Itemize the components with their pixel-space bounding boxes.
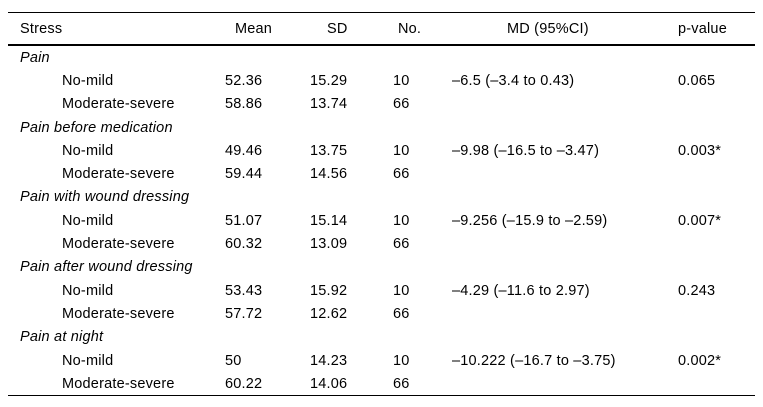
cell-sd: 14.56 — [310, 166, 348, 183]
table-row: Moderate-severe 58.86 13.74 66 — [8, 93, 755, 116]
cell-sd: 14.06 — [310, 375, 348, 392]
cell-pvalue — [677, 162, 755, 185]
table-row: Moderate-severe 60.32 13.09 66 — [8, 232, 755, 255]
cell-pvalue: 0.065 — [678, 72, 716, 89]
cell-sd: 13.75 — [310, 142, 348, 159]
cell-no: 10 — [393, 212, 410, 229]
col-header-stress: Stress — [20, 20, 63, 37]
cell-md: –4.29 (–11.6 to 2.97) — [452, 282, 590, 299]
cell-no: 10 — [393, 352, 410, 369]
cell-mean: 51.07 — [225, 212, 263, 229]
cell-no: 66 — [393, 305, 410, 322]
cell-sd: 13.09 — [310, 236, 348, 253]
cell-sd: 15.92 — [310, 282, 348, 299]
table-header-row: Stress Mean SD No. MD (95%CI) p-value — [8, 13, 755, 45]
cell-stress-label: No-mild — [62, 72, 114, 89]
table-row: No-mild 49.46 13.75 10 –9.98 (–16.5 to –… — [8, 139, 755, 162]
cell-stress-label: No-mild — [62, 352, 114, 369]
table-row: Moderate-severe 57.72 12.62 66 — [8, 302, 755, 325]
cell-no: 66 — [393, 236, 410, 253]
cell-md: –9.256 (–15.9 to –2.59) — [452, 212, 608, 229]
cell-pvalue — [677, 93, 755, 116]
cell-no: 10 — [393, 282, 410, 299]
cell-stress-label: Moderate-severe — [62, 236, 175, 253]
cell-mean: 52.36 — [225, 72, 263, 89]
section-row: Pain after wound dressing — [8, 256, 755, 279]
cell-stress-label: No-mild — [62, 212, 114, 229]
cell-stress-label: Moderate-severe — [62, 375, 175, 392]
cell-no: 66 — [393, 375, 410, 392]
cell-md — [452, 372, 677, 396]
col-header-sd: SD — [327, 20, 348, 37]
cell-md — [452, 232, 677, 255]
cell-md — [452, 302, 677, 325]
section-row: Pain with wound dressing — [8, 186, 755, 209]
section-label: Pain with wound dressing — [20, 189, 190, 206]
cell-sd: 15.14 — [310, 212, 348, 229]
cell-pvalue — [677, 232, 755, 255]
cell-no: 10 — [393, 72, 410, 89]
cell-mean: 59.44 — [225, 166, 263, 183]
col-header-mean: Mean — [235, 20, 273, 37]
cell-pvalue: 0.007* — [678, 212, 722, 229]
section-label: Pain at night — [20, 329, 104, 346]
cell-mean: 50 — [225, 352, 242, 369]
section-label: Pain after wound dressing — [20, 259, 193, 276]
col-header-no: No. — [398, 20, 422, 37]
cell-stress-label: No-mild — [62, 142, 114, 159]
cell-sd: 14.23 — [310, 352, 348, 369]
section-row: Pain — [8, 45, 755, 69]
cell-pvalue: 0.003* — [678, 142, 722, 159]
table-row: No-mild 53.43 15.92 10 –4.29 (–11.6 to 2… — [8, 279, 755, 302]
cell-md: –10.222 (–16.7 to –3.75) — [452, 352, 616, 369]
cell-mean: 49.46 — [225, 142, 263, 159]
cell-stress-label: Moderate-severe — [62, 166, 175, 183]
cell-pvalue — [677, 372, 755, 396]
cell-mean: 60.32 — [225, 236, 263, 253]
cell-pvalue — [677, 302, 755, 325]
cell-no: 66 — [393, 96, 410, 113]
stress-statistics-table: Stress Mean SD No. MD (95%CI) p-value Pa… — [8, 12, 755, 397]
table-row: No-mild 50 14.23 10 –10.222 (–16.7 to –3… — [8, 349, 755, 372]
cell-md: –6.5 (–3.4 to 0.43) — [452, 72, 575, 89]
cell-mean: 58.86 — [225, 96, 263, 113]
cell-sd: 12.62 — [310, 305, 348, 322]
cell-md — [452, 93, 677, 116]
table-row: Moderate-severe 60.22 14.06 66 — [8, 372, 755, 396]
section-row: Pain at night — [8, 326, 755, 349]
cell-md: –9.98 (–16.5 to –3.47) — [452, 142, 600, 159]
table-row: No-mild 52.36 15.29 10 –6.5 (–3.4 to 0.4… — [8, 69, 755, 92]
cell-no: 66 — [393, 166, 410, 183]
cell-stress-label: No-mild — [62, 282, 114, 299]
cell-md — [452, 162, 677, 185]
section-row: Pain before medication — [8, 116, 755, 139]
cell-pvalue: 0.243 — [678, 282, 716, 299]
cell-stress-label: Moderate-severe — [62, 305, 175, 322]
cell-sd: 15.29 — [310, 72, 348, 89]
table-row: Moderate-severe 59.44 14.56 66 — [8, 162, 755, 185]
table-row: No-mild 51.07 15.14 10 –9.256 (–15.9 to … — [8, 209, 755, 232]
cell-mean: 60.22 — [225, 375, 263, 392]
section-label: Pain before medication — [20, 119, 173, 136]
cell-no: 10 — [393, 142, 410, 159]
col-header-md-ci: MD (95%CI) — [507, 20, 589, 37]
col-header-pvalue: p-value — [678, 20, 727, 37]
cell-sd: 13.74 — [310, 96, 348, 113]
cell-pvalue: 0.002* — [678, 352, 722, 369]
section-label: Pain — [20, 49, 50, 66]
cell-mean: 57.72 — [225, 305, 263, 322]
cell-mean: 53.43 — [225, 282, 263, 299]
cell-stress-label: Moderate-severe — [62, 96, 175, 113]
